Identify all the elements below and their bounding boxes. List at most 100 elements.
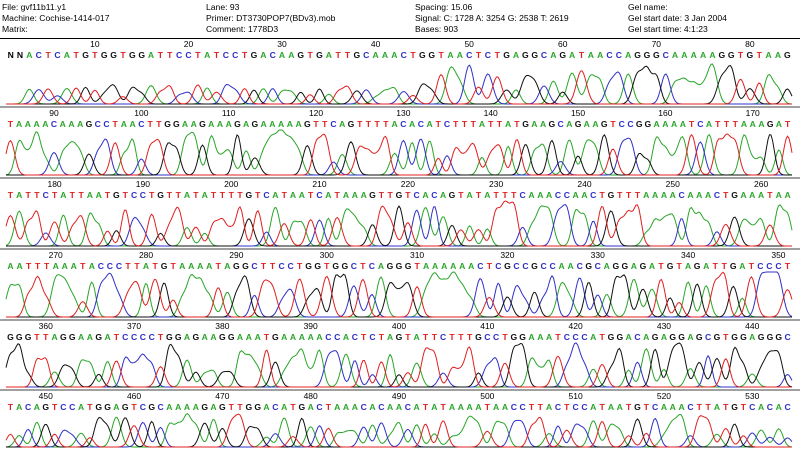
base-call: C bbox=[251, 261, 257, 271]
base-call: G bbox=[396, 190, 403, 200]
base-call: A bbox=[326, 50, 332, 60]
base-call: G bbox=[69, 332, 76, 342]
base-call: G bbox=[104, 402, 111, 412]
base-call: C bbox=[272, 402, 278, 412]
base-call: A bbox=[468, 261, 474, 271]
base-call: G bbox=[305, 261, 312, 271]
base-call: T bbox=[70, 190, 76, 200]
base-call: A bbox=[568, 261, 574, 271]
base-call: T bbox=[80, 261, 86, 271]
base-call: A bbox=[749, 190, 755, 200]
position-tick-label: 180 bbox=[47, 179, 61, 189]
base-call: A bbox=[89, 261, 95, 271]
position-tick-label: 210 bbox=[312, 179, 326, 189]
base-call: G bbox=[696, 332, 703, 342]
base-call: T bbox=[34, 332, 40, 342]
base-call: A bbox=[166, 402, 172, 412]
base-call: G bbox=[653, 50, 660, 60]
base-call: G bbox=[272, 332, 279, 342]
base-call: C bbox=[431, 190, 437, 200]
base-call: G bbox=[254, 402, 261, 412]
base-call: A bbox=[662, 119, 668, 129]
base-call: T bbox=[307, 50, 313, 60]
base-call: A bbox=[96, 190, 102, 200]
base-call: C bbox=[316, 402, 322, 412]
base-call: C bbox=[369, 332, 375, 342]
base-call: A bbox=[202, 332, 208, 342]
base-call: G bbox=[129, 50, 136, 60]
base-call: T bbox=[345, 50, 351, 60]
base-call: A bbox=[290, 332, 296, 342]
base-call: T bbox=[105, 190, 111, 200]
base-call: A bbox=[175, 402, 181, 412]
base-call: T bbox=[723, 402, 729, 412]
base-call: A bbox=[678, 402, 684, 412]
position-tick-label: 50 bbox=[464, 39, 474, 49]
base-call: C bbox=[573, 402, 579, 412]
base-call: A bbox=[531, 119, 537, 129]
base-call: A bbox=[148, 50, 154, 60]
header-col-lane: Lane: 93 Primer: DT3730POP7(BDv3).mob Co… bbox=[206, 2, 335, 35]
base-call: G bbox=[775, 332, 782, 342]
base-call: A bbox=[197, 261, 203, 271]
base-call: A bbox=[343, 190, 349, 200]
signal-label: Signal: C: 1728 A: 3254 G: 2538 T: 2619 bbox=[415, 13, 569, 23]
base-call: T bbox=[724, 119, 730, 129]
base-call: G bbox=[242, 261, 249, 271]
base-call: A bbox=[204, 50, 210, 60]
position-tick-label: 470 bbox=[215, 391, 229, 401]
base-call: A bbox=[339, 119, 345, 129]
base-call: T bbox=[476, 50, 482, 60]
base-call: A bbox=[588, 50, 594, 60]
base-call: A bbox=[493, 402, 499, 412]
base-call: A bbox=[60, 119, 66, 129]
base-call: T bbox=[34, 190, 40, 200]
base-call: G bbox=[731, 332, 738, 342]
base-call: C bbox=[520, 402, 526, 412]
base-call: C bbox=[223, 50, 229, 60]
base-call: G bbox=[522, 50, 529, 60]
base-call: T bbox=[529, 402, 535, 412]
base-call: T bbox=[45, 50, 51, 60]
base-call: A bbox=[484, 190, 490, 200]
base-call: A bbox=[281, 402, 287, 412]
chromatogram: 10 20 30 40 50 60 70 80N N A C T C A T G T G G T G G A T T C C T A T C… bbox=[0, 39, 800, 448]
base-call: C bbox=[95, 119, 101, 129]
base-call: C bbox=[69, 402, 75, 412]
base-call: G bbox=[616, 332, 623, 342]
base-call: G bbox=[728, 50, 735, 60]
base-call: C bbox=[477, 261, 483, 271]
base-call: A bbox=[237, 332, 243, 342]
base-call: C bbox=[619, 119, 625, 129]
base-call: G bbox=[95, 332, 102, 342]
base-call: A bbox=[64, 50, 70, 60]
base-call: A bbox=[784, 190, 790, 200]
base-call: A bbox=[608, 402, 614, 412]
base-call: A bbox=[226, 119, 232, 129]
base-call: G bbox=[201, 402, 208, 412]
base-call: G bbox=[740, 332, 747, 342]
base-call: A bbox=[643, 190, 649, 200]
base-call: G bbox=[640, 261, 647, 271]
base-call: G bbox=[164, 119, 171, 129]
base-call: T bbox=[388, 190, 394, 200]
base-call: T bbox=[211, 190, 217, 200]
base-call: A bbox=[378, 261, 384, 271]
base-call: G bbox=[747, 50, 754, 60]
base-call: C bbox=[577, 261, 583, 271]
base-call: T bbox=[564, 402, 570, 412]
base-call: T bbox=[514, 119, 520, 129]
base-call: G bbox=[758, 332, 765, 342]
base-call: A bbox=[681, 50, 687, 60]
base-call: T bbox=[255, 190, 261, 200]
base-call: T bbox=[722, 261, 728, 271]
base-call: C bbox=[361, 402, 367, 412]
base-call: A bbox=[78, 402, 84, 412]
comment-label: Comment: 1778D3 bbox=[206, 24, 279, 34]
base-call: A bbox=[343, 332, 349, 342]
base-call: A bbox=[182, 119, 188, 129]
base-call: A bbox=[458, 402, 464, 412]
trace-G bbox=[6, 416, 792, 448]
base-call: C bbox=[54, 50, 60, 60]
